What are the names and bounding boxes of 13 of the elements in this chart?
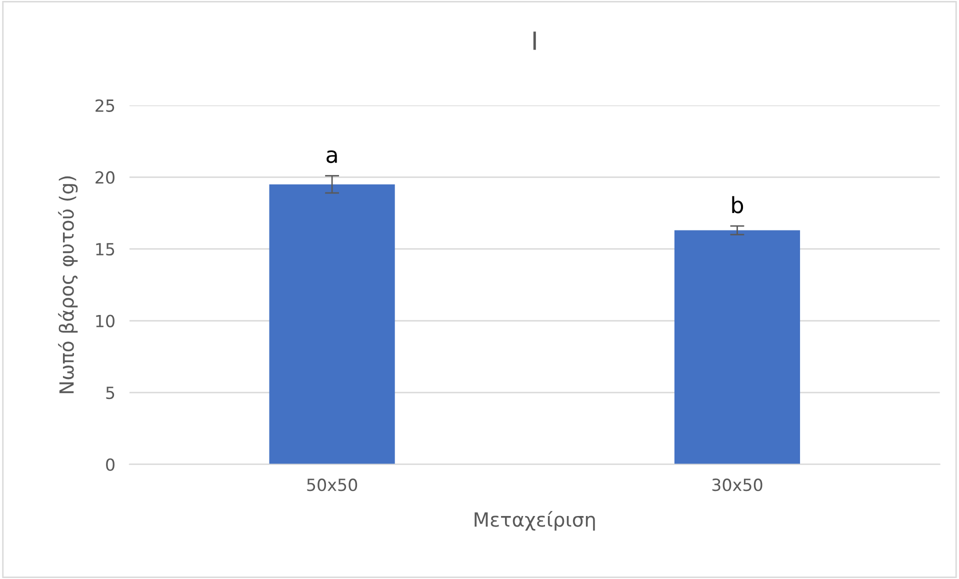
y-tick-label: 5 [106,386,114,400]
chart-title: I [533,32,536,50]
y-tick-label: 20 [96,171,114,184]
x-tick-label: 50x50 [307,478,358,492]
y-axis-title: Νωπό βάρος φυτού (g) [58,176,78,394]
y-tick-label: 10 [96,314,114,328]
x-axis-title: Μεταχείριση [474,511,595,531]
y-tick-label: 0 [106,458,114,471]
y-tick-label: 25 [96,99,114,112]
y-tick-label: 15 [96,243,114,256]
x-tick-label: 30x50 [712,478,762,492]
annotation: a [326,150,337,164]
annotation: b [732,196,744,214]
